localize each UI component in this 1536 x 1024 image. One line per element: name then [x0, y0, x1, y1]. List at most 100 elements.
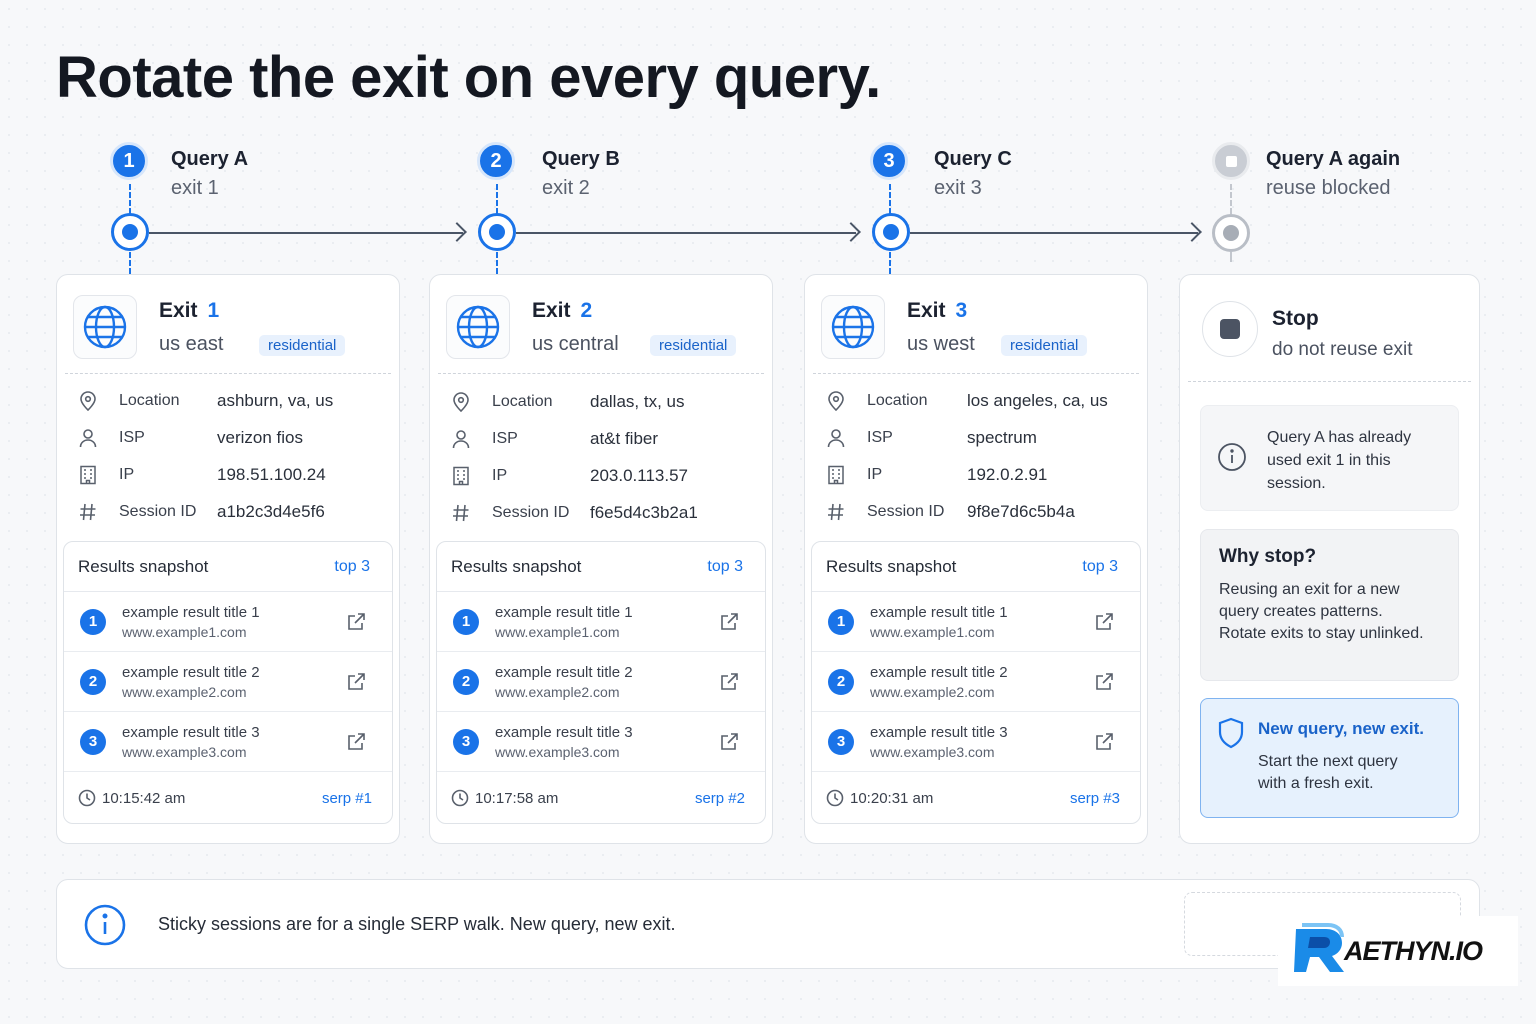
new-exit-title: New query, new exit. — [1258, 719, 1424, 738]
location-row: Location los angeles, ca, us — [825, 388, 1131, 414]
timeline-line — [516, 232, 856, 234]
session-row: Session ID 9f8e7d6c5b4a — [825, 499, 1131, 525]
external-link-icon[interactable] — [719, 732, 739, 757]
external-link-icon[interactable] — [346, 672, 366, 697]
result-row[interactable]: 2 example result title 2 www.example2.com — [64, 652, 392, 712]
snapshot-title: Results snapshot — [451, 556, 582, 576]
info-key: Session ID — [492, 504, 570, 521]
exit-title: Exit 2 — [532, 299, 593, 322]
external-link-icon[interactable] — [719, 612, 739, 637]
step-sub: exit 2 — [542, 177, 590, 199]
logo-mark-icon — [1292, 922, 1348, 980]
why-title: Why stop? — [1219, 546, 1317, 567]
note-text: Query A has already used exit 1 in this … — [1267, 429, 1412, 492]
external-link-icon[interactable] — [346, 612, 366, 637]
external-link-icon[interactable] — [1094, 732, 1114, 757]
top-results-link[interactable]: top 3 — [1082, 557, 1118, 575]
info-value: 203.0.113.57 — [590, 466, 688, 485]
info-key: ISP — [119, 429, 145, 446]
building-icon — [450, 466, 472, 486]
info-key: Location — [492, 393, 553, 410]
result-url: www.example1.com — [122, 623, 247, 640]
stop-card: Stop do not reuse exit Query A has alrea… — [1179, 274, 1480, 844]
timeline-node-1 — [111, 213, 149, 251]
session-row: Session ID f6e5d4c3b2a1 — [450, 500, 756, 526]
exit-title: Exit 1 — [159, 299, 220, 322]
result-row[interactable]: 1 example result title 1 www.example1.com — [437, 592, 765, 652]
result-row[interactable]: 2 example result title 2 www.example2.com — [437, 652, 765, 712]
stop-icon — [1202, 301, 1258, 357]
arrow-right-icon — [1182, 222, 1202, 242]
serp-link[interactable]: serp #3 — [1069, 789, 1120, 807]
result-row[interactable]: 3 example result title 3 www.example3.com — [812, 712, 1140, 772]
info-value: 192.0.2.91 — [967, 465, 1048, 484]
connector — [1230, 184, 1232, 214]
connector — [496, 252, 498, 274]
step-label-4: Query A again reuse blocked — [1266, 148, 1400, 200]
result-rank: 2 — [453, 668, 479, 695]
connector — [889, 184, 891, 214]
result-rank: 1 — [80, 608, 106, 635]
isp-row: ISP spectrum — [825, 425, 1131, 451]
external-link-icon[interactable] — [1094, 612, 1114, 637]
step-query: Query C — [934, 148, 1012, 170]
external-link-icon[interactable] — [1094, 672, 1114, 697]
timeline-node-2 — [478, 213, 516, 251]
result-title: example result title 2 — [870, 663, 1008, 681]
info-key: Location — [867, 392, 928, 409]
brand-logo: AETHYN.IO — [1278, 916, 1518, 986]
result-row[interactable]: 2 example result title 2 www.example2.com — [812, 652, 1140, 712]
exit-type-badge: residential — [1001, 335, 1088, 356]
exit-card-3: Exit 3 us west residential Location los a… — [804, 274, 1148, 844]
session-row: Session ID a1b2c3d4e5f6 — [77, 499, 383, 525]
step-query: Query A again — [1266, 148, 1401, 170]
external-link-icon[interactable] — [719, 672, 739, 697]
result-title: example result title 1 — [870, 603, 1008, 621]
building-icon — [77, 465, 99, 485]
result-title: example result title 3 — [870, 723, 1008, 741]
info-key: ISP — [867, 429, 893, 446]
stop-square-icon — [1225, 155, 1237, 167]
result-title: example result title 2 — [122, 663, 260, 681]
result-row[interactable]: 1 example result title 1 www.example1.com — [64, 592, 392, 652]
result-row[interactable]: 3 example result title 3 www.example3.com — [64, 712, 392, 772]
why-stop-box: Why stop? Reusing an exit for a new quer… — [1200, 529, 1459, 681]
step-sub: reuse blocked — [1266, 177, 1391, 199]
connector — [129, 252, 131, 274]
result-url: www.example3.com — [495, 743, 620, 760]
serp-link[interactable]: serp #1 — [321, 789, 372, 807]
result-url: www.example2.com — [495, 683, 620, 700]
exit-card-1: Exit 1 us east residential Location ashbu… — [56, 274, 400, 844]
hash-icon — [825, 502, 847, 522]
timeline-node-3 — [872, 213, 910, 251]
result-rank: 3 — [453, 728, 479, 755]
timeline-line — [910, 232, 1198, 234]
location-pin-icon — [825, 391, 847, 411]
result-row[interactable]: 1 example result title 1 www.example1.com — [812, 592, 1140, 652]
timeline-node-4 — [1212, 214, 1250, 252]
info-value: los angeles, ca, us — [967, 391, 1108, 410]
clock-icon — [451, 789, 469, 807]
location-row: Location dallas, tx, us — [450, 389, 756, 415]
result-rank: 2 — [80, 668, 106, 695]
results-snapshot: Results snapshot top 3 1 example result ti… — [63, 541, 393, 824]
result-row[interactable]: 3 example result title 3 www.example3.com — [437, 712, 765, 772]
ip-row: IP 203.0.113.57 — [450, 463, 756, 489]
step-number-3: 3 — [870, 142, 908, 180]
new-exit-callout: New query, new exit. Start the next quer… — [1200, 698, 1459, 818]
snapshot-title: Results snapshot — [78, 556, 209, 576]
top-results-link[interactable]: top 3 — [334, 557, 370, 575]
user-icon — [450, 429, 472, 449]
clock-icon — [78, 789, 96, 807]
results-snapshot: Results snapshot top 3 1 example result ti… — [436, 541, 766, 824]
exit-type-badge: residential — [650, 335, 737, 356]
divider — [438, 373, 764, 374]
external-link-icon[interactable] — [346, 732, 366, 757]
divider — [65, 373, 391, 374]
result-url: www.example2.com — [870, 683, 995, 700]
snapshot-time: 10:20:31 am — [826, 789, 933, 807]
info-value: spectrum — [967, 428, 1037, 447]
result-rank: 3 — [828, 728, 854, 755]
top-results-link[interactable]: top 3 — [707, 557, 743, 575]
serp-link[interactable]: serp #2 — [694, 789, 745, 807]
